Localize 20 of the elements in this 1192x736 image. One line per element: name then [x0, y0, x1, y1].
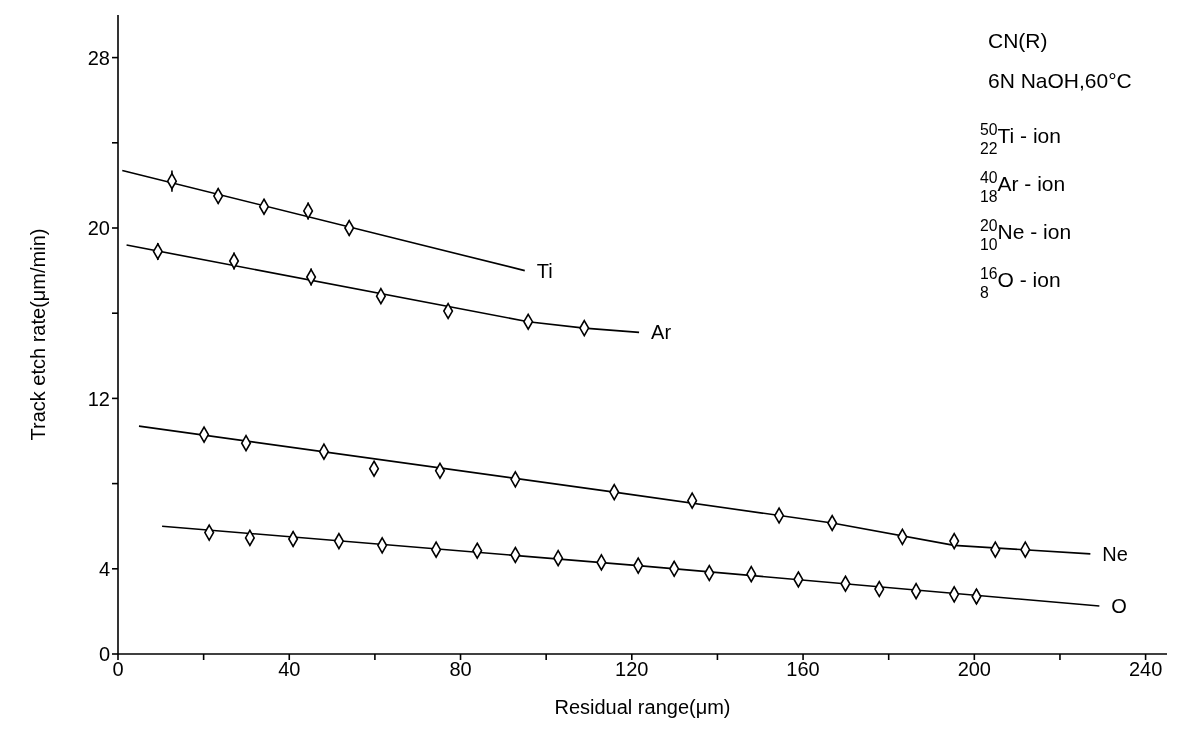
x-tick-label: 160 — [786, 658, 820, 681]
y-tick-label: 12 — [87, 387, 110, 410]
y-tick-label: 28 — [87, 46, 110, 69]
annotation: CN(R) — [988, 29, 1048, 52]
y-axis-title: Track etch rate(μm/min) — [27, 228, 50, 441]
y-tick-label: 0 — [98, 643, 110, 666]
x-tick-label: 200 — [957, 658, 992, 681]
series-label: Ar — [651, 321, 672, 344]
x-axis-title: Residual range(μm) — [554, 696, 731, 718]
x-tick-label: 40 — [278, 658, 301, 681]
x-tick-label: 240 — [1128, 658, 1163, 681]
series-label: O — [1111, 595, 1127, 618]
annotation: 6N NaOH,60°C — [988, 69, 1132, 92]
x-tick-label: 80 — [449, 658, 472, 681]
y-tick-label: 20 — [87, 217, 110, 240]
x-tick-label: 120 — [615, 658, 649, 681]
series-label: Ne — [1102, 542, 1128, 565]
y-tick-label: 4 — [98, 557, 110, 580]
x-tick-label: 0 — [112, 658, 124, 681]
series-label: Ti — [536, 259, 553, 282]
